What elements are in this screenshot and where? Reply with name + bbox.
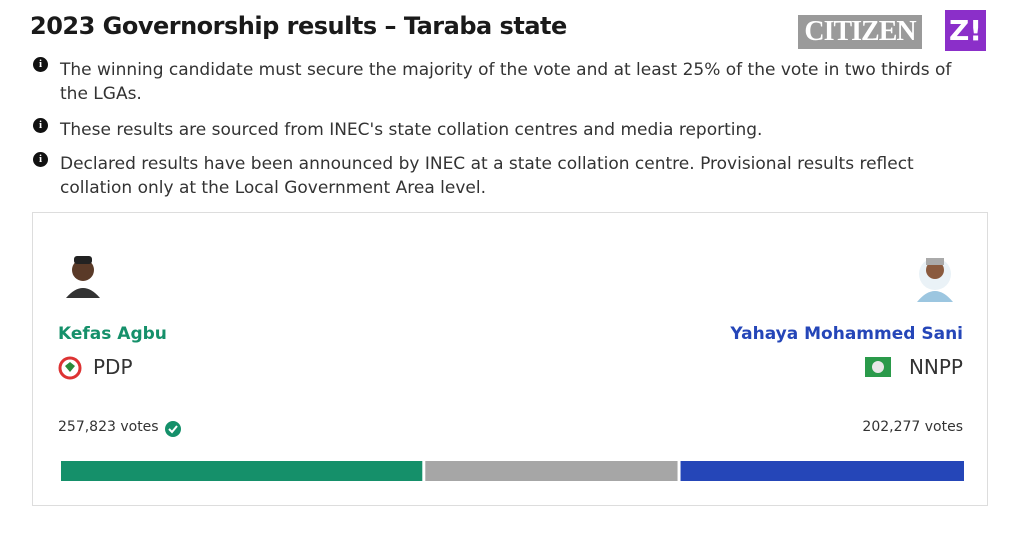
vote-count: 257,823 votes [58, 419, 159, 435]
note: The winning candidate must secure the ma… [60, 60, 952, 104]
avatar [917, 258, 953, 302]
party-name: PDP [93, 355, 133, 379]
results-card [32, 212, 988, 506]
info-icon: i [33, 152, 48, 167]
vote-share-segment [425, 461, 678, 481]
note: Declared results have been announced by … [60, 154, 914, 198]
title: 2023 Governorship results – Taraba state [30, 12, 567, 40]
party-logo [865, 357, 891, 377]
party-name: NNPP [908, 355, 963, 379]
info-icon: i [33, 118, 48, 133]
vote-count: 202,277 votes [862, 419, 963, 435]
candidate-name: Yahaya Mohammed Sani [730, 324, 963, 344]
logo-citizen: CITIZEN [798, 15, 922, 49]
party-logo [58, 356, 82, 380]
candidate-name: Kefas Agbu [58, 324, 167, 344]
logo-z: Z! [945, 10, 986, 51]
info-icon: i [33, 57, 48, 72]
avatar [66, 256, 100, 298]
vote-share-segment [61, 461, 423, 481]
note: These results are sourced from INEC's st… [60, 120, 763, 140]
winner-check [165, 421, 181, 437]
vote-bar [61, 461, 964, 481]
vote-share-segment [680, 461, 964, 481]
